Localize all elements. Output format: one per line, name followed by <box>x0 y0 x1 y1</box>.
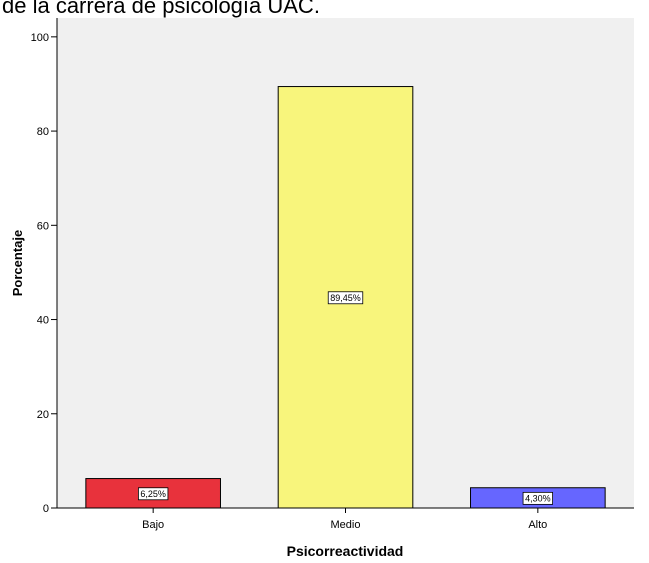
value-label: 89,45% <box>330 293 361 303</box>
y-tick-label: 0 <box>43 503 49 515</box>
x-tick-label: Alto <box>528 519 547 531</box>
x-tick-label: Bajo <box>142 519 164 531</box>
y-tick-label: 80 <box>37 126 49 138</box>
value-label: 6,25% <box>140 489 166 499</box>
x-tick-label: Medio <box>331 519 361 531</box>
x-axis-label: Psicorreactividad <box>287 543 404 559</box>
y-tick-label: 40 <box>37 315 49 327</box>
y-tick-label: 100 <box>31 32 49 44</box>
y-tick-label: 60 <box>37 220 49 232</box>
chart-title: de la carrera de psicología UAC. <box>2 0 320 18</box>
y-axis-label: Porcentaje <box>10 230 25 296</box>
value-label-box <box>138 487 169 501</box>
y-tick-label: 20 <box>37 409 49 421</box>
value-label: 4,30% <box>525 493 551 503</box>
value-label-box <box>522 491 553 505</box>
value-label-box <box>327 291 364 305</box>
